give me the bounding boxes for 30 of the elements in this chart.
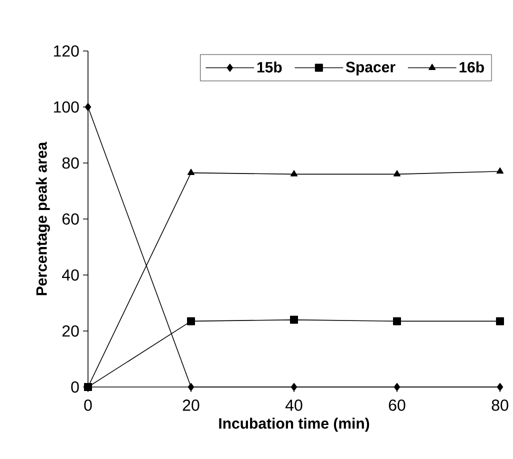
point bbox=[187, 317, 196, 326]
point bbox=[394, 383, 400, 391]
y-tick-label: 120 bbox=[54, 45, 79, 57]
y-tick-label: 20 bbox=[62, 325, 79, 337]
point bbox=[393, 317, 402, 326]
x-tick-label: 80 bbox=[492, 400, 508, 411]
y-axis-title: Percentage peak area bbox=[36, 142, 50, 296]
y-tick-label: 100 bbox=[54, 101, 79, 113]
point bbox=[290, 316, 298, 324]
point bbox=[84, 103, 92, 111]
x-axis-title: Incubation time (min) bbox=[219, 418, 370, 432]
y-tick-label: 80 bbox=[62, 157, 79, 169]
point bbox=[188, 383, 194, 391]
point bbox=[496, 317, 504, 326]
point bbox=[290, 170, 298, 176]
point bbox=[496, 167, 504, 174]
point bbox=[496, 383, 504, 391]
legend-label: 16b bbox=[460, 62, 484, 73]
legend-label: Spacer bbox=[346, 62, 396, 76]
legend-label: 15b bbox=[257, 62, 282, 73]
point bbox=[393, 170, 401, 176]
x-tick-label: 40 bbox=[285, 400, 302, 411]
x-tick-label: 60 bbox=[388, 400, 406, 411]
x-tick-label: 0 bbox=[84, 400, 92, 411]
y-tick-label: 0 bbox=[71, 381, 79, 393]
y-tick-label: 40 bbox=[62, 269, 79, 281]
x-tick-label: 20 bbox=[182, 400, 200, 411]
y-tick-label: 60 bbox=[62, 213, 79, 225]
point bbox=[290, 383, 298, 391]
point bbox=[187, 168, 195, 175]
